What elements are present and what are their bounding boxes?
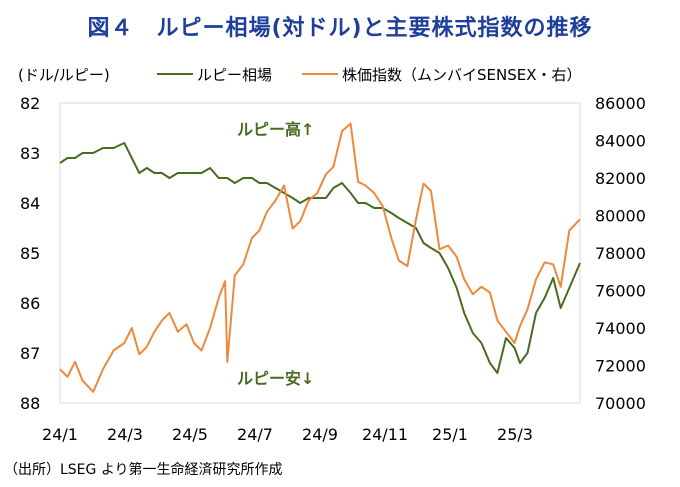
left-tick-label: 85 (20, 244, 40, 263)
right-tick-label: 76000 (595, 282, 646, 301)
right-tick-label: 74000 (595, 319, 646, 338)
right-tick-label: 80000 (595, 207, 646, 226)
right-tick-label: 70000 (595, 394, 646, 413)
x-tick-label: 25/1 (432, 425, 468, 444)
right-tick-label: 72000 (595, 357, 646, 376)
left-axis: 82 83 84 85 86 87 88 (20, 94, 40, 413)
annotation-rupee-down: ルピー安↓ (237, 369, 314, 388)
left-axis-label: (ドル/ルピー) (18, 66, 110, 84)
x-tick-label: 24/5 (172, 425, 208, 444)
legend-label-sensex: 株価指数（ムンバイSENSEX・右） (342, 66, 582, 84)
series-line-rupee (59, 142, 581, 374)
plot-frame (59, 102, 581, 404)
left-tick-label: 84 (20, 194, 40, 213)
right-tick-label: 84000 (595, 132, 646, 151)
x-tick-label: 24/9 (302, 425, 338, 444)
left-tick-label: 82 (20, 94, 40, 113)
left-tick-label: 87 (20, 344, 40, 363)
right-tick-label: 86000 (595, 94, 646, 113)
x-axis: 24/1 24/3 24/5 24/7 24/9 24/11 25/1 25/3 (42, 425, 533, 444)
x-tick-label: 24/3 (107, 425, 143, 444)
x-tick-label: 24/7 (237, 425, 273, 444)
x-tick-label: 25/3 (497, 425, 533, 444)
left-tick-label: 88 (20, 394, 40, 413)
annotation-rupee-up: ルピー高↑ (237, 120, 314, 139)
right-axis: 86000 84000 82000 80000 78000 76000 74000 72000… (595, 94, 646, 413)
series-layer (59, 122, 581, 393)
x-tick-label: 24/11 (362, 425, 408, 444)
legend-label-rupee: ルピー相場 (197, 66, 272, 84)
legend: ルピー相場 株価指数（ムンバイSENSEX・右） (157, 66, 582, 84)
source-note: （出所）LSEG より第一生命経済研究所作成 (4, 462, 283, 478)
left-tick-label: 86 (20, 294, 40, 313)
x-tick-label: 24/1 (42, 425, 78, 444)
right-tick-label: 82000 (595, 169, 646, 188)
right-tick-label: 78000 (595, 244, 646, 263)
series-line-sensex (59, 122, 581, 393)
chart-title: 図４ ルピー相場(対ドル)と主要株式指数の推移 (87, 16, 593, 41)
left-tick-label: 83 (20, 144, 40, 163)
